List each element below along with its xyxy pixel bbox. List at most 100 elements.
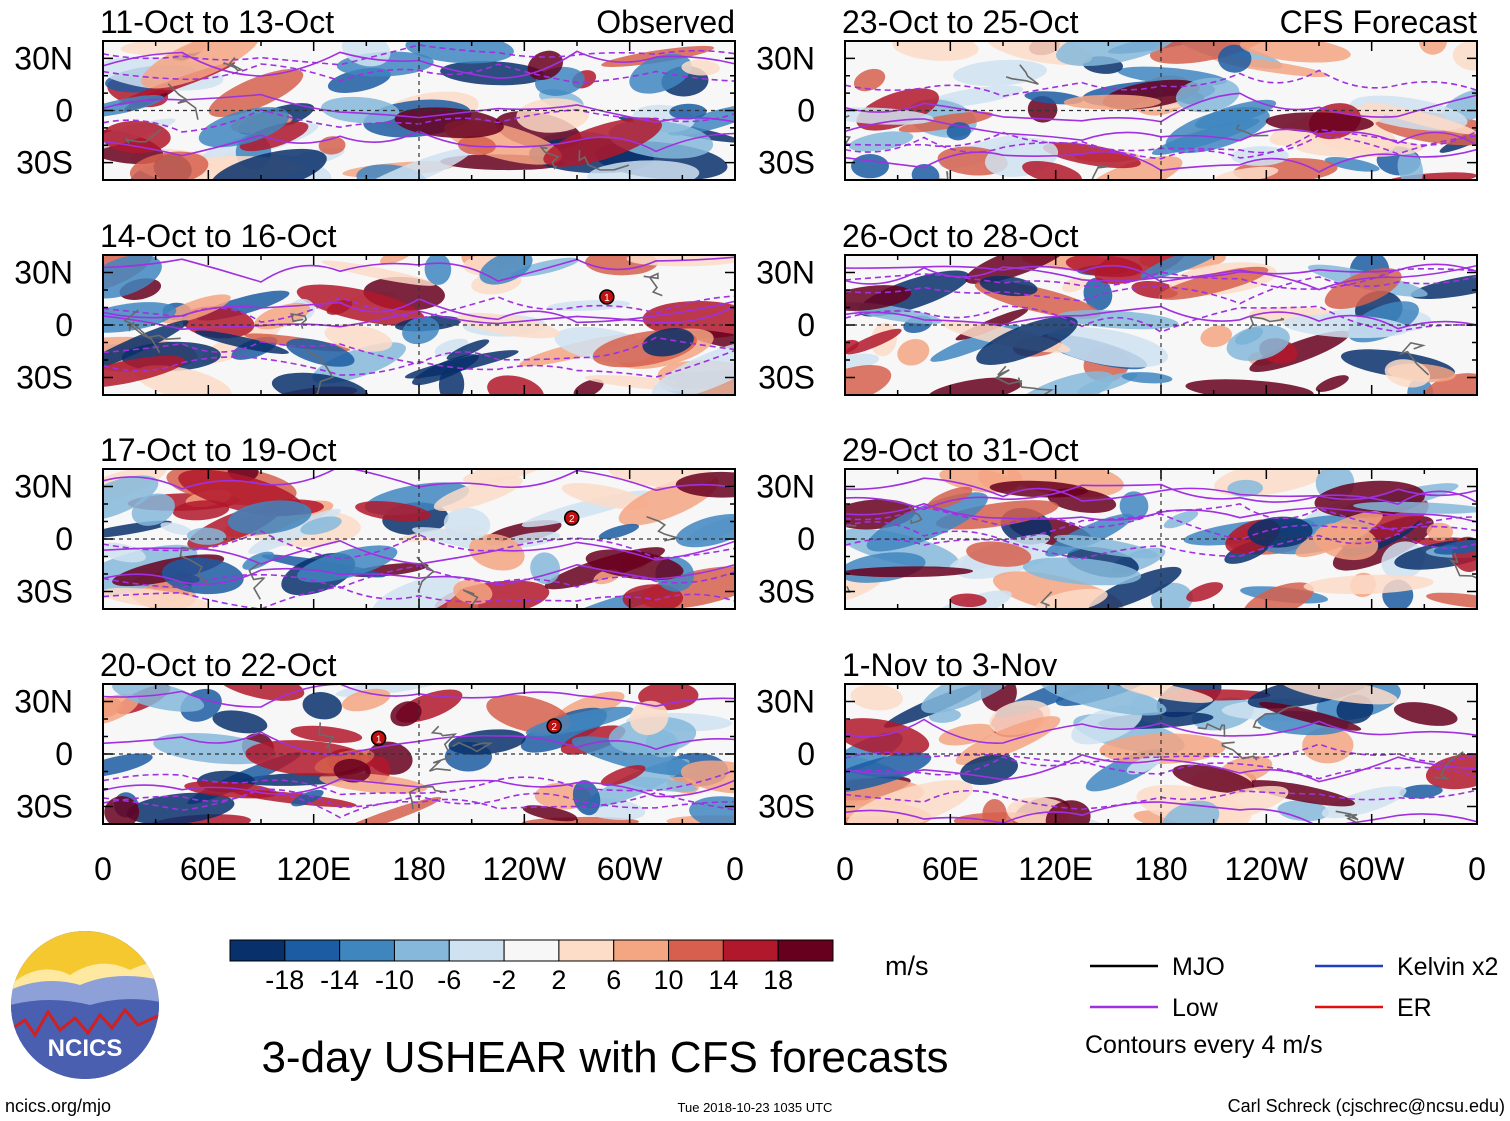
- panel-title: 11-Oct to 13-Oct: [100, 4, 334, 40]
- panel-0-0: 30N 0 30S 11-Oct to 13-Oct Observed: [14, 4, 736, 181]
- low-contour: [103, 586, 735, 609]
- colorbar-tick: 6: [606, 965, 621, 995]
- low-contour: [103, 539, 735, 565]
- y-tick-label: 30N: [756, 684, 815, 720]
- y-tick-label: 30S: [16, 360, 73, 396]
- colorbar-tick: 18: [763, 965, 793, 995]
- low-contour: [103, 44, 735, 66]
- colorbar-bin: [613, 939, 670, 962]
- colorbar-tick: -10: [375, 965, 414, 995]
- low-contour: [845, 305, 1477, 330]
- panels: 30N 0 30S 11-Oct to 13-Oct Observed 1 30N 0 30S 1…: [14, 4, 1478, 825]
- storm-marker: 1: [599, 289, 615, 305]
- colorbar: -18 -14 -10 -6 -2 2 6 10 14 18: [229, 939, 834, 995]
- colorbar-tick: -2: [492, 965, 516, 995]
- coastline: [123, 272, 663, 395]
- legend-label: Kelvin x2: [1397, 953, 1498, 981]
- x-tick-label: 60E: [180, 851, 237, 887]
- coastline: [994, 315, 1430, 395]
- colorbar-tick: -6: [437, 965, 461, 995]
- y-tick-label: 0: [55, 521, 73, 557]
- x-tick-label: 0: [1468, 851, 1486, 887]
- colorbar-tick: -18: [265, 965, 304, 995]
- y-tick-label: 30N: [14, 255, 73, 291]
- y-tick-label: 0: [55, 93, 73, 129]
- storm-marker: 1: [370, 730, 387, 746]
- colorbar-tick: -14: [320, 965, 359, 995]
- x-tick-label: 60W: [1339, 851, 1406, 887]
- panel-title: 1-Nov to 3-Nov: [842, 647, 1057, 683]
- colorbar-tick: 10: [654, 965, 684, 995]
- panel-title: 29-Oct to 31-Oct: [842, 432, 1079, 468]
- y-tick-label: 30N: [14, 40, 73, 76]
- panel-title: 26-Oct to 28-Oct: [842, 218, 1079, 254]
- low-contour: [845, 483, 1477, 511]
- colorbar-bin: [284, 939, 341, 962]
- y-tick-label: 30S: [758, 789, 815, 825]
- low-contour: [845, 69, 1477, 98]
- storm-symbol: 2: [569, 514, 575, 525]
- storm-symbol: 1: [376, 734, 382, 745]
- storm-marker: 2: [563, 510, 580, 526]
- shear-field: [103, 469, 735, 609]
- low-contour: [845, 718, 1477, 744]
- x-tick-label: 60W: [597, 851, 664, 887]
- x-axis-forecast: 0 60E 120E 180 120W 60W 0: [836, 851, 1486, 887]
- chart-title: 3-day USHEAR with CFS forecasts: [261, 1033, 948, 1082]
- y-tick-label: 0: [797, 736, 815, 772]
- low-contour: [845, 513, 1477, 541]
- y-tick-label: 30S: [16, 574, 73, 610]
- panel-0-2: 2 30N 0 30S 17-Oct to 19-Oct: [14, 432, 736, 610]
- low-contour: [103, 93, 735, 124]
- y-tick-label: 30N: [14, 469, 73, 505]
- shear-field: [103, 684, 735, 824]
- column-label: CFS Forecast: [1280, 4, 1477, 40]
- panel-1-2: 30N 0 30S 29-Oct to 31-Oct: [756, 432, 1478, 610]
- panel-0-3: 1 2 30N 0 30S 20-Oct to 22-Oct: [14, 647, 736, 825]
- colorbar-bin: [448, 939, 505, 962]
- x-tick-label: 0: [94, 851, 112, 887]
- panel-title: 17-Oct to 19-Oct: [100, 432, 337, 468]
- colorbar-units: m/s: [885, 951, 929, 981]
- y-tick-label: 0: [55, 736, 73, 772]
- storm-symbol: 2: [551, 722, 557, 733]
- coastline: [318, 722, 494, 810]
- coastline: [1197, 705, 1464, 824]
- storm-marker: 2: [546, 718, 562, 734]
- colorbar-bin: [229, 939, 286, 962]
- low-contour: [845, 305, 1477, 333]
- footer-author: Carl Schreck (cjschrec@ncsu.edu): [1228, 1096, 1505, 1116]
- panel-1-1: 30N 0 30S 26-Oct to 28-Oct: [756, 218, 1478, 396]
- low-contour: [103, 684, 735, 708]
- x-tick-label: 0: [836, 851, 854, 887]
- low-contour: [845, 118, 1477, 146]
- x-tick-label: 120E: [276, 851, 351, 887]
- x-tick-label: 180: [392, 851, 445, 887]
- shear-field: [103, 255, 735, 395]
- low-contour: [103, 336, 735, 365]
- y-tick-label: 0: [55, 307, 73, 343]
- x-axis-observed: 0 60E 120E 180 120W 60W 0: [94, 851, 744, 887]
- y-tick-label: 30S: [758, 574, 815, 610]
- x-tick-label: 180: [1134, 851, 1187, 887]
- low-contour: [845, 477, 1477, 506]
- panel-title: 23-Oct to 25-Oct: [842, 4, 1079, 40]
- low-contour: [845, 128, 1477, 160]
- low-contour: [103, 563, 735, 586]
- coastline: [845, 505, 1477, 609]
- y-tick-label: 30S: [16, 145, 73, 181]
- x-tick-label: 120W: [483, 851, 567, 887]
- colorbar-bin: [339, 939, 395, 962]
- column-label: Observed: [596, 4, 735, 40]
- legend-label: MJO: [1172, 953, 1225, 981]
- colorbar-bin: [668, 939, 724, 962]
- storm-symbol: 1: [604, 293, 610, 304]
- low-contour: [103, 530, 735, 560]
- contour-note: Contours every 4 m/s: [1085, 1031, 1323, 1059]
- y-tick-label: 30S: [758, 145, 815, 181]
- panel-title: 20-Oct to 22-Oct: [100, 647, 337, 683]
- colorbar-bin: [503, 939, 560, 962]
- low-contour: [845, 264, 1477, 291]
- y-tick-label: 0: [797, 93, 815, 129]
- low-contour: [845, 743, 1477, 765]
